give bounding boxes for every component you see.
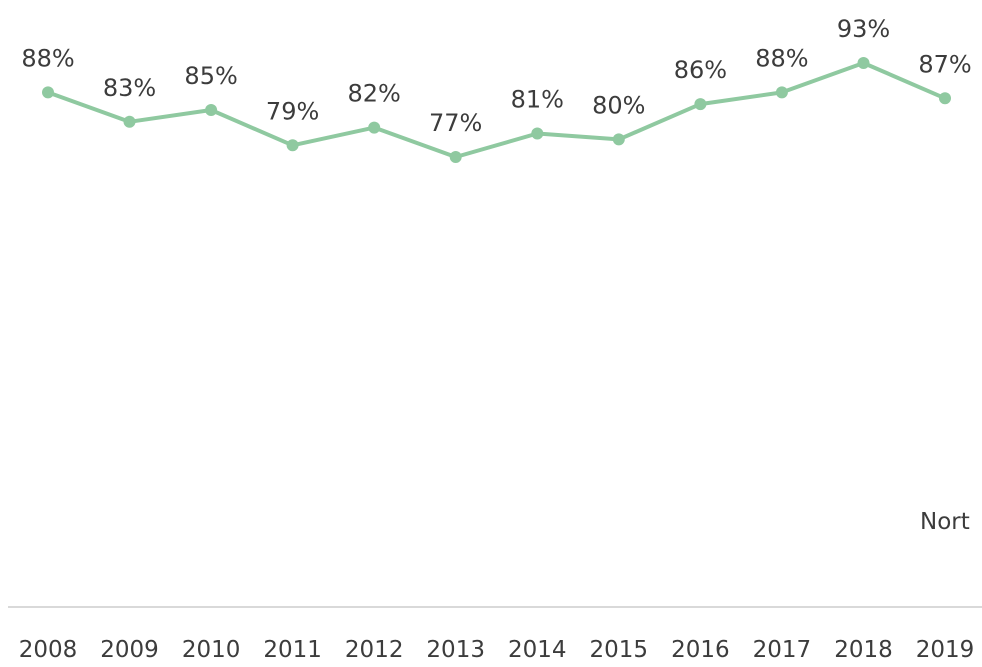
series-line — [47, 61, 946, 159]
data-point — [939, 92, 951, 105]
data-label: 77% — [429, 109, 482, 137]
data-label: 87% — [918, 50, 971, 78]
x-tick-label: 2012 — [345, 637, 404, 663]
data-point — [368, 121, 381, 134]
line-layer — [47, 61, 946, 159]
data-label: 82% — [348, 80, 401, 108]
data-point — [531, 127, 544, 140]
x-tick-label: 2016 — [671, 637, 730, 663]
data-point — [123, 115, 136, 128]
data-point — [449, 151, 462, 163]
label-layer: 88% 83% 85% 79% 82% 77% 81% 80% 86% 88% 93% 87% — [21, 15, 971, 137]
data-label: 79% — [266, 97, 319, 125]
data-label: 88% — [21, 44, 74, 72]
data-label: 93% — [837, 15, 890, 43]
data-label: 83% — [103, 74, 156, 102]
x-tick-label: 2008 — [19, 637, 78, 663]
data-label: 85% — [184, 62, 237, 90]
x-tick-label: 2011 — [263, 637, 322, 663]
x-tick-label: 2018 — [834, 637, 893, 663]
x-tick-label: 2010 — [182, 637, 241, 663]
data-label: 88% — [755, 44, 808, 72]
data-label: 80% — [592, 91, 645, 119]
x-tick-label: 2009 — [100, 637, 159, 663]
x-tick-label: 2017 — [753, 637, 812, 663]
x-tick-label: 2014 — [508, 637, 567, 663]
data-point — [612, 133, 625, 146]
tick-layer: 2008 2009 2010 2011 2012 2013 2014 2015 2016 2017… — [19, 637, 975, 663]
data-point — [205, 104, 218, 116]
x-tick-label: 2019 — [916, 637, 975, 663]
data-label: 81% — [511, 86, 564, 114]
data-point — [857, 57, 870, 69]
data-point — [775, 86, 788, 99]
data-label: 86% — [674, 56, 727, 84]
point-layer — [42, 57, 951, 163]
data-point — [42, 86, 54, 99]
partial-annotation-label: Nort — [920, 509, 970, 535]
data-point — [286, 139, 299, 152]
data-point — [694, 98, 707, 111]
x-tick-label: 2013 — [426, 637, 485, 663]
x-tick-label: 2015 — [590, 637, 649, 663]
